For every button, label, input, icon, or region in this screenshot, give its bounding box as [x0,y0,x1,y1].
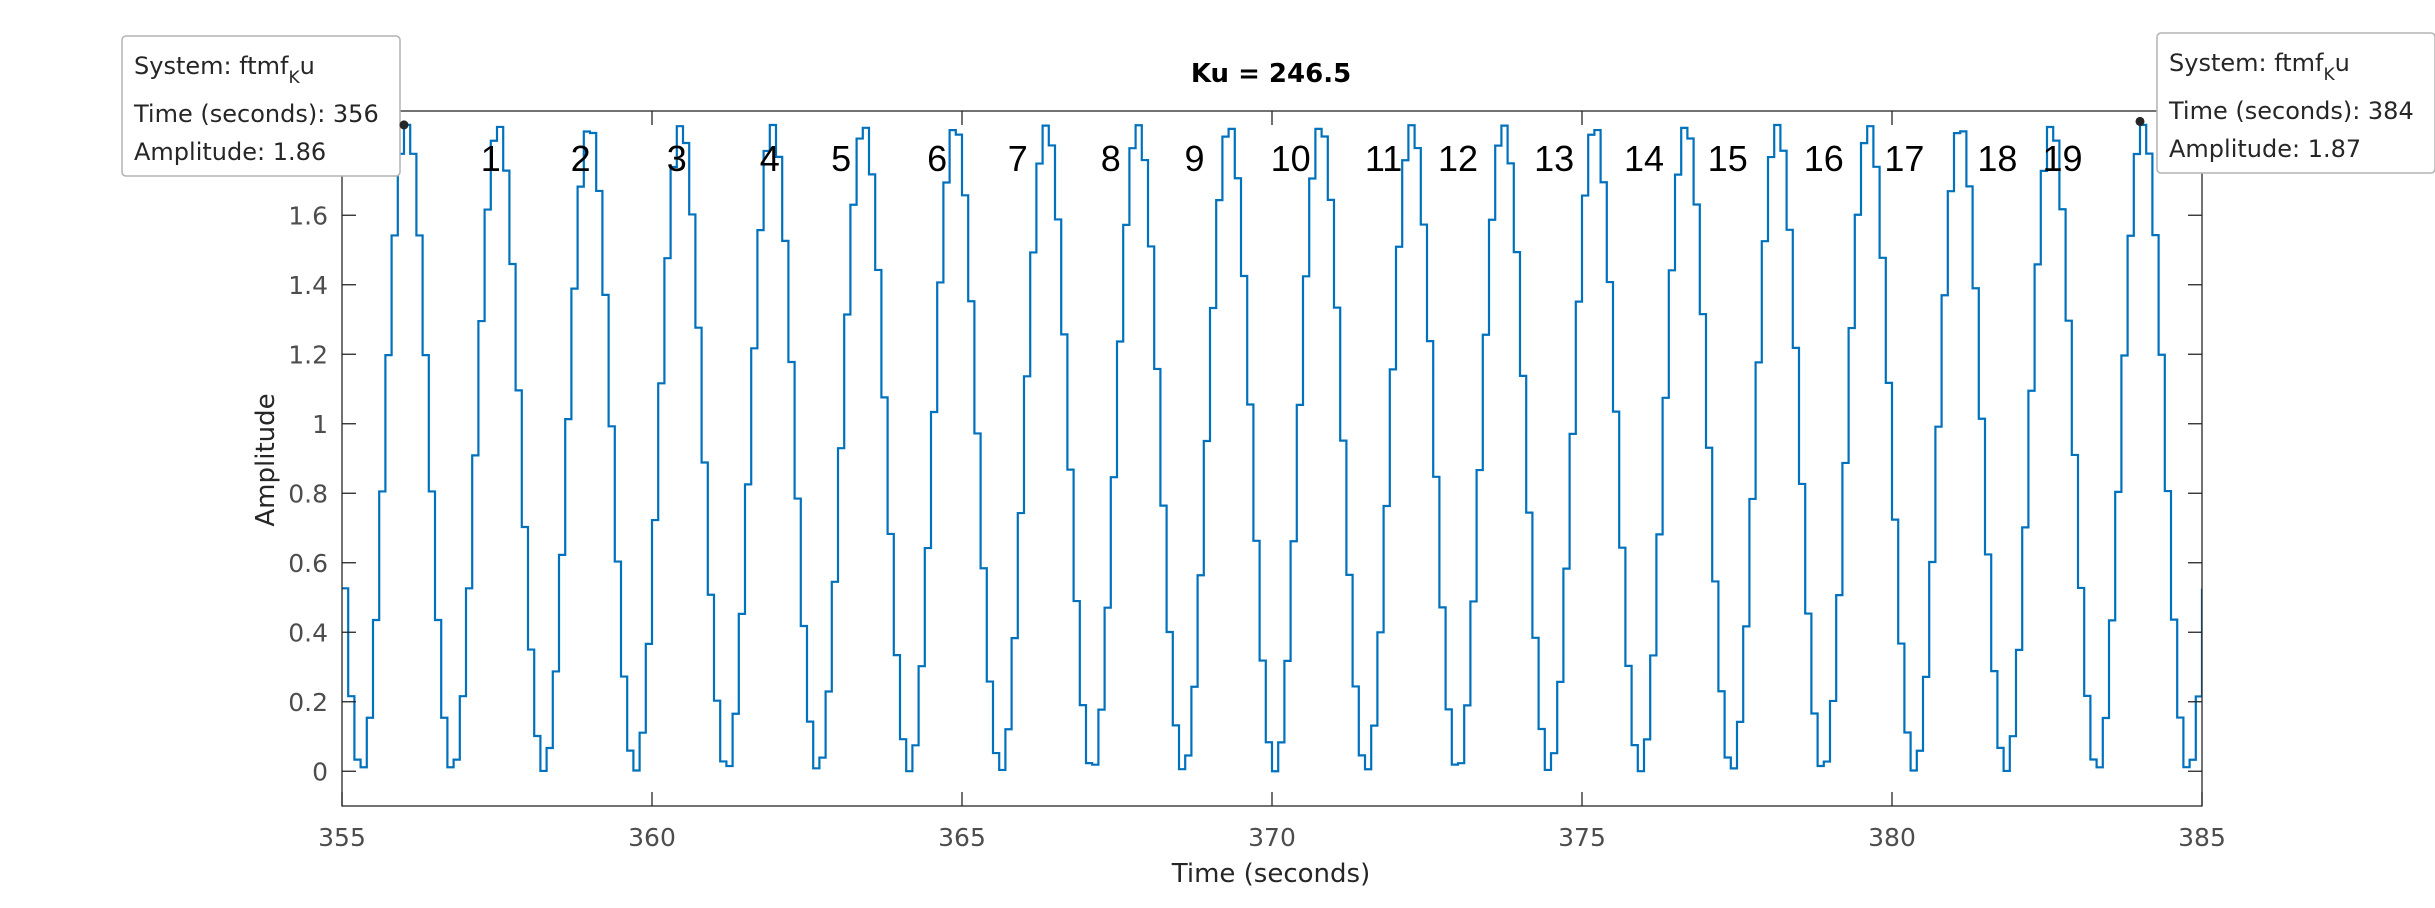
axes-layer: 355 360 365 370 375 380 38500.20.40.60.811.21.… [288,110,2226,852]
datatip-system: System: ftmfKu [2169,49,2350,85]
datatip-time: Time (seconds): 356 [133,100,379,128]
series-line-ftmf-ku [342,123,2202,773]
y-tick-label: 1 [312,410,328,439]
datatip-time: Time (seconds): 384 [2168,97,2414,125]
cycle-number-label: 2 [571,138,591,179]
datatip-left: System: ftmfKu Time (seconds): 356 Amplitu… [121,35,409,177]
cycle-number-label: 19 [2042,138,2082,179]
cycle-number-label: 18 [1977,138,2017,179]
y-tick-label: 0.4 [288,618,328,647]
y-tick-label: 0.6 [288,549,328,578]
x-axis-label: Time (seconds) [1171,859,1370,889]
cycle-number-label: 13 [1534,138,1574,179]
y-tick-label: 0.8 [288,479,328,508]
cycle-number-label: 1 [481,138,501,179]
x-tick-label: 370 [1248,823,1296,852]
chart-title: Ku = 246.5 [1191,59,1351,89]
x-tick-label: 385 [2178,823,2226,852]
cycle-number-label: 3 [667,138,687,179]
y-axis-label: Amplitude [251,393,281,526]
x-tick-label: 355 [318,823,366,852]
datatip-system: System: ftmfKu [134,52,315,88]
cycle-number-label: 16 [1804,138,1844,179]
cycle-number-label: 9 [1184,138,1204,179]
x-tick-label: 365 [938,823,986,852]
datatip-marker [399,120,409,130]
cycle-number-label: 8 [1101,138,1121,179]
cycle-number-label: 7 [1008,138,1028,179]
y-tick-label: 0.2 [288,688,328,717]
y-tick-label: 1.6 [288,201,328,230]
cycle-number-label: 14 [1624,138,1664,179]
y-tick-label: 1.2 [288,340,328,369]
datatip-marker [2135,116,2145,126]
x-tick-label: 360 [628,823,676,852]
datatips: System: ftmfKu Time (seconds): 356 Amplitu… [121,32,2435,177]
cycle-number-label: 11 [1365,138,1402,179]
x-tick-label: 375 [1558,823,1606,852]
datatip-amplitude: Amplitude: 1.87 [2169,135,2361,163]
series-layer [342,123,2202,773]
cycle-number-label: 5 [831,138,851,179]
datatip-amplitude: Amplitude: 1.86 [134,138,326,166]
y-tick-label: 0 [312,757,328,786]
datatip-box [121,35,401,177]
cycle-number-label: 12 [1438,138,1478,179]
cycle-number-label: 17 [1884,138,1924,179]
x-tick-label: 380 [1868,823,1916,852]
y-tick-label: 1.4 [288,271,328,300]
datatip-right: System: ftmfKu Time (seconds): 384 Amplitu… [2135,32,2435,174]
datatip-box [2156,32,2435,174]
cycle-labels: 1 2 3 4 5 6 7 8 9 10 11 12 13 14 15 16 17 18 19 [481,138,2083,179]
cycle-number-label: 4 [760,138,780,179]
cycle-number-label: 10 [1271,138,1311,179]
cycle-number-label: 6 [927,138,947,179]
cycle-number-label: 15 [1708,138,1748,179]
